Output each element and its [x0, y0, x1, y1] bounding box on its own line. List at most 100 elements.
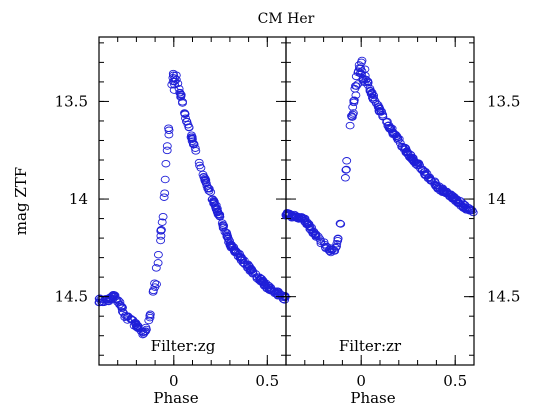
data-point	[188, 139, 198, 147]
data-point	[187, 134, 197, 143]
data-point	[450, 197, 460, 206]
y-tick-label-left: 14	[69, 190, 88, 208]
y-axis-label: mag ZTF	[12, 167, 30, 235]
data-point	[148, 288, 158, 296]
data-point	[401, 144, 410, 152]
y-ticks: 13.5 13.5 14 14 14.5 14.5	[55, 92, 521, 305]
data-point	[219, 221, 229, 230]
ticks-zg: 0 0.5	[99, 37, 286, 390]
data-point	[156, 227, 166, 235]
ticks-zr: 0 0.5	[286, 37, 474, 390]
data-point	[246, 266, 256, 275]
data-point	[229, 245, 239, 254]
data-point	[178, 99, 187, 107]
data-point	[236, 253, 246, 261]
data-point	[353, 67, 363, 75]
points-zr	[281, 56, 478, 257]
data-point	[403, 150, 413, 159]
data-point	[386, 123, 396, 132]
data-point	[302, 220, 312, 229]
data-point	[164, 130, 174, 139]
data-point	[382, 117, 392, 126]
data-point	[358, 75, 368, 84]
y-tick-label-left: 14.5	[55, 288, 88, 306]
data-point	[156, 236, 166, 245]
data-point	[374, 104, 384, 113]
data-point	[175, 88, 185, 97]
data-point	[157, 218, 167, 226]
chart-title: CM Her	[258, 11, 315, 27]
data-point	[95, 294, 105, 303]
data-point	[151, 264, 161, 272]
data-point	[160, 175, 170, 184]
data-point	[201, 178, 211, 186]
data-point	[311, 231, 321, 239]
data-point	[156, 226, 166, 234]
data-point	[211, 204, 221, 212]
data-point	[320, 240, 330, 249]
data-point	[411, 159, 421, 167]
data-point	[434, 182, 444, 190]
data-point	[160, 189, 170, 197]
x-tick-label: 0.5	[443, 372, 467, 390]
data-point	[460, 205, 470, 213]
data-point	[393, 134, 403, 142]
data-point	[363, 80, 373, 89]
data-point	[115, 298, 125, 306]
data-point	[446, 191, 456, 199]
data-point	[415, 161, 424, 170]
data-point	[283, 209, 293, 218]
data-point	[357, 67, 367, 75]
data-point	[181, 114, 190, 122]
y-tick-label-left: 13.5	[55, 92, 88, 110]
data-point	[361, 75, 371, 84]
data-point	[308, 229, 318, 238]
data-point	[348, 110, 358, 119]
data-point	[347, 113, 357, 121]
data-point	[341, 165, 351, 174]
data-point	[190, 144, 200, 152]
y-tick-label-right: 13.5	[487, 92, 520, 110]
data-point	[331, 244, 341, 252]
panel-zr: 0 0.5 Filter:zr Phase	[281, 36, 478, 407]
data-point	[156, 232, 166, 240]
data-point	[123, 312, 133, 321]
data-point	[347, 112, 356, 120]
data-point	[162, 146, 172, 155]
data-point	[332, 239, 342, 248]
x-tick-label: 0	[356, 372, 366, 390]
data-point	[272, 287, 282, 295]
data-point	[159, 193, 169, 201]
data-point	[200, 174, 210, 183]
data-point	[150, 279, 160, 287]
data-point	[369, 93, 379, 102]
x-tick-label: 0.5	[255, 372, 279, 390]
y-tick-label-right: 14	[487, 190, 506, 208]
data-point	[141, 325, 151, 334]
data-point	[356, 58, 366, 67]
points-zg	[94, 69, 290, 339]
data-point	[168, 69, 178, 78]
data-point	[139, 330, 149, 338]
data-point	[183, 120, 193, 129]
data-point	[226, 243, 236, 252]
data-point	[225, 239, 235, 248]
data-point	[212, 205, 222, 214]
data-point	[194, 158, 204, 167]
y-tick-label-right: 14.5	[487, 288, 520, 306]
data-point	[333, 235, 343, 243]
frame-zr	[285, 36, 475, 366]
data-point	[388, 129, 398, 137]
panel-zg: 0 0.5 Filter:zg Phase	[94, 36, 290, 407]
data-point	[304, 222, 314, 230]
data-point	[117, 302, 127, 311]
frame-zg	[98, 36, 287, 366]
data-point	[170, 81, 180, 89]
data-point	[187, 135, 197, 143]
data-point	[97, 298, 107, 306]
data-point	[145, 312, 155, 320]
data-point	[466, 205, 476, 213]
data-point	[351, 91, 361, 99]
data-point	[360, 65, 370, 73]
